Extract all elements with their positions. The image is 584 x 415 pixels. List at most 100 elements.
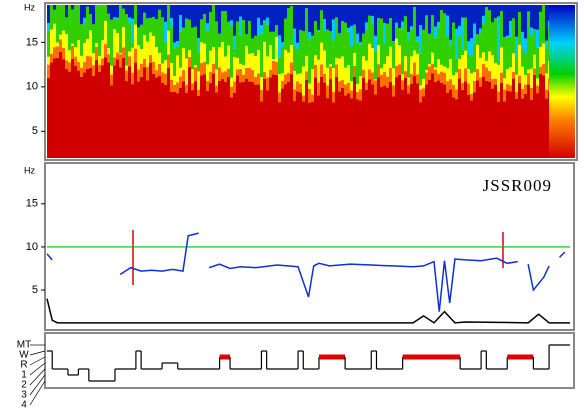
spectrogram-cell (458, 59, 461, 69)
spectrogram-cell (173, 42, 176, 49)
spectrogram-cell (110, 74, 113, 86)
spectrogram-cell (425, 69, 428, 73)
spectrogram-cell (344, 22, 347, 68)
spectrogram-cell (473, 80, 476, 93)
spectrogram-cell (140, 24, 143, 49)
spectrogram-cell (122, 57, 125, 159)
spectrogram-cell (479, 28, 482, 33)
spectrogram-cell (98, 55, 101, 65)
spectrogram-cell (230, 97, 233, 158)
spectrogram-cell (404, 77, 407, 158)
spectrogram-cell (335, 5, 338, 18)
spectrogram-cell (71, 43, 74, 46)
spectrogram-cell (383, 63, 386, 72)
spectrogram-cell (389, 81, 392, 158)
spectrogram-cell (191, 90, 194, 158)
spectrogram-cell (221, 79, 224, 158)
spectrogram-cell (467, 83, 470, 95)
spectrogram-cell (116, 33, 119, 53)
spectrogram-cell (281, 47, 284, 74)
spectrogram-cell (335, 17, 338, 58)
spectrogram-cell (179, 5, 182, 16)
spectrogram-cell (395, 5, 398, 23)
spectrogram-cell (455, 5, 458, 29)
spectrogram-cell (317, 59, 320, 83)
spectrogram-cell (416, 53, 419, 75)
spectrogram-cell (173, 5, 176, 43)
spectrogram-cell (140, 48, 143, 64)
spectrogram-cell (206, 5, 209, 24)
spectrogram-cell (419, 102, 422, 158)
frequency-trace (559, 251, 566, 258)
spectrogram-cell (104, 57, 107, 159)
spectrogram-cell (110, 5, 113, 20)
spectrogram-cell (200, 75, 203, 158)
spectrogram-cell (152, 61, 155, 74)
spectrogram-cell (224, 81, 227, 158)
spectrogram-cell (521, 31, 524, 49)
spectrogram-cell (446, 68, 449, 82)
spectrogram-cell (56, 5, 59, 43)
axis-unit: Hz (24, 2, 35, 12)
spectrogram-cell (47, 30, 50, 57)
spectrogram-cell (209, 83, 212, 158)
spectrogram-cell (326, 29, 329, 68)
spectrogram-cell (353, 76, 356, 158)
spectrogram-cell (110, 65, 113, 75)
spectrogram-cell (464, 68, 467, 82)
spectrogram-cell (77, 40, 80, 62)
spectrogram-cell (158, 64, 161, 77)
spectrogram-cell (347, 31, 350, 66)
spectrogram-cell (356, 91, 359, 100)
spectrogram-cell (140, 63, 143, 77)
spectrogram-cell (359, 42, 362, 45)
spectrogram-cell (128, 17, 131, 23)
spectrogram-cell (314, 21, 317, 56)
spectrogram-cell (425, 84, 428, 158)
spectrogram-cell (428, 5, 431, 34)
spectrogram-cell (80, 55, 83, 68)
spectrogram-cell (419, 89, 422, 103)
panel-frame (44, 332, 575, 389)
spectrogram-cell (167, 67, 170, 158)
spectrogram-cell (482, 15, 485, 25)
spectrogram-cell (410, 56, 413, 74)
spectrogram-cell (263, 72, 266, 79)
spectrogram-cell (452, 97, 455, 158)
spectrogram-cell (203, 43, 206, 62)
spectrogram-cell (380, 74, 383, 87)
spectrogram-cell (341, 21, 344, 57)
spectrogram-cell (506, 69, 509, 85)
spectrogram-cell (311, 94, 314, 103)
spectrogram-cell (296, 5, 299, 43)
spectrogram-cell (362, 56, 365, 70)
spectrogram-cell (197, 5, 200, 38)
spectrogram-cell (377, 45, 380, 65)
frequency-trace (119, 232, 199, 276)
spectrogram-cell (344, 84, 347, 96)
spectrogram-cell (377, 64, 380, 78)
spectrogram-cell (263, 41, 266, 73)
spectrogram-cell (311, 35, 314, 70)
spectrogram-cell (422, 88, 425, 97)
spectrogram-cell (284, 74, 287, 85)
spectrogram-cell (185, 18, 188, 59)
spectrogram-cell (488, 51, 491, 72)
spectrogram-cell (170, 5, 173, 19)
spectrogram-cell (422, 96, 425, 158)
spectrogram-cell (413, 5, 416, 7)
spectrogram-cell (50, 5, 53, 30)
spectrogram-cell (476, 80, 479, 158)
axis-unit: Hz (24, 165, 35, 175)
spectrogram-cell (371, 72, 374, 85)
spectrogram-cell (233, 56, 236, 82)
spectrogram-cell (206, 80, 209, 91)
spectrogram-cell (521, 88, 524, 99)
spectrogram-cell (233, 48, 236, 57)
spectrogram-cell (221, 11, 224, 43)
baseline-trace (46, 298, 570, 324)
spectrogram-cell (260, 33, 263, 78)
spectrogram-cell (530, 27, 533, 36)
spectrogram-cell (92, 65, 95, 76)
spectrogram-cell (299, 73, 302, 84)
